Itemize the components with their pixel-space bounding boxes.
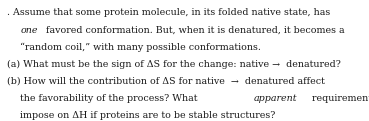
- Text: (b) How will the contribution of Δ​S for native  →  denatured affect: (b) How will the contribution of Δ​S for…: [7, 77, 324, 86]
- Text: requirement does this: requirement does this: [310, 94, 369, 103]
- Text: . Assume that some protein molecule, in its folded native state, has: . Assume that some protein molecule, in …: [7, 8, 330, 17]
- Text: the favorability of the process? What: the favorability of the process? What: [20, 94, 201, 103]
- Text: one: one: [20, 26, 38, 35]
- Text: “random coil,” with many possible conformations.: “random coil,” with many possible confor…: [20, 43, 261, 52]
- Text: (a) What must be the sign of Δ​S for the change: native →  denatured?: (a) What must be the sign of Δ​S for the…: [7, 60, 341, 69]
- Text: favored conformation. But, when it is denatured, it becomes a: favored conformation. But, when it is de…: [43, 26, 345, 35]
- Text: apparent: apparent: [253, 94, 297, 103]
- Text: impose on Δ​H if proteins are to be stable structures?: impose on Δ​H if proteins are to be stab…: [20, 111, 276, 120]
